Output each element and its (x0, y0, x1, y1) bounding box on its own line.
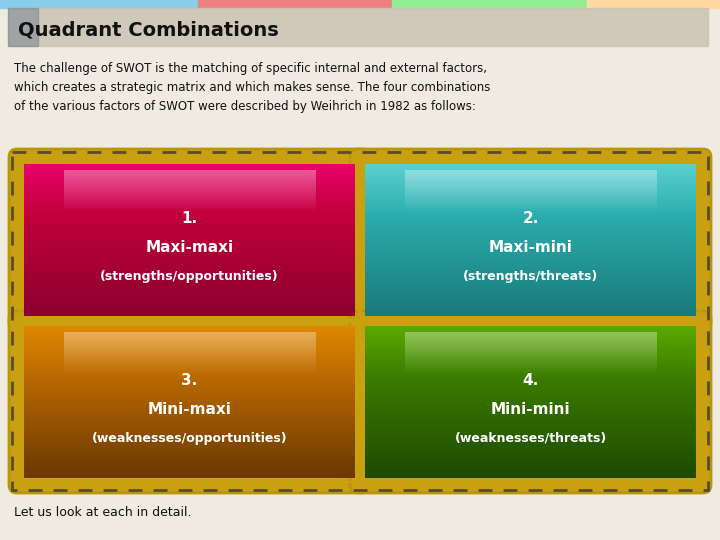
Bar (392, 0, 587, 8)
Text: Maxi-maxi: Maxi-maxi (145, 240, 233, 255)
Text: The challenge of SWOT is the matching of specific internal and external factors,: The challenge of SWOT is the matching of… (14, 62, 490, 113)
Text: 3.: 3. (181, 373, 197, 388)
Text: Quadrant Combinations: Quadrant Combinations (18, 21, 279, 39)
Bar (12, 152, 708, 490)
Text: 4.: 4. (523, 373, 539, 388)
Text: (strengths/opportunities): (strengths/opportunities) (100, 270, 279, 283)
FancyBboxPatch shape (9, 149, 370, 331)
Text: Let us look at each in detail.: Let us look at each in detail. (14, 506, 192, 519)
Bar (0, 0, 198, 8)
Text: (weaknesses/threats): (weaknesses/threats) (454, 432, 607, 445)
Text: 2.: 2. (522, 211, 539, 226)
Text: Maxi-mini: Maxi-mini (489, 240, 572, 255)
FancyBboxPatch shape (350, 311, 711, 493)
Text: 1.: 1. (181, 211, 197, 226)
Bar (8, 8, 708, 46)
Text: (weaknesses/opportunities): (weaknesses/opportunities) (91, 432, 287, 445)
Bar (12, 152, 708, 490)
Bar (8, 8, 38, 46)
FancyBboxPatch shape (350, 149, 711, 331)
FancyBboxPatch shape (9, 311, 370, 493)
Text: (strengths/threats): (strengths/threats) (463, 270, 598, 283)
Text: Mini-maxi: Mini-maxi (148, 402, 231, 417)
Bar (587, 0, 720, 8)
Text: Mini-mini: Mini-mini (491, 402, 570, 417)
Bar (198, 0, 392, 8)
